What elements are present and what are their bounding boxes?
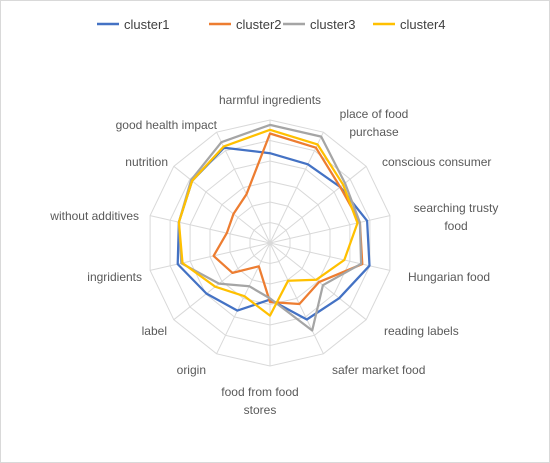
legend-label-cluster1: cluster1: [124, 17, 170, 32]
legend-label-cluster2: cluster2: [236, 17, 282, 32]
legend: cluster1 cluster2 cluster3 cluster4: [97, 17, 446, 32]
grid-spoke: [216, 242, 271, 355]
category-label: Hungarian food: [408, 270, 490, 284]
category-labels: harmful ingredients place of food purchase…: [49, 93, 498, 417]
series-group: [176, 123, 371, 332]
category-label: conscious consumer: [382, 155, 491, 169]
category-label: good health impact: [116, 118, 218, 132]
grid-spoke: [269, 242, 367, 321]
series-line-cluster2: [212, 132, 364, 306]
category-label: nutrition: [125, 155, 168, 169]
grid-spoke: [173, 242, 271, 321]
grid-spoke: [269, 242, 324, 355]
legend-label-cluster4: cluster4: [400, 17, 446, 32]
category-label: ingridients: [87, 270, 142, 284]
grid-spoke: [269, 165, 367, 244]
category-label: without additives: [49, 209, 139, 223]
radar-spokes: [149, 120, 391, 366]
grid-spoke: [269, 215, 391, 244]
grid-spoke: [149, 242, 271, 271]
category-label: searching trusty food: [414, 201, 499, 233]
grid-spoke: [173, 165, 271, 244]
category-label: reading labels: [384, 324, 459, 338]
grid-spoke: [269, 131, 324, 244]
category-label: label: [142, 324, 167, 338]
category-label: harmful ingredients: [219, 93, 321, 107]
category-label: safer market food: [332, 363, 425, 377]
category-label: food from food stores: [221, 385, 298, 417]
grid-spoke: [216, 131, 271, 244]
category-label: origin: [177, 363, 206, 377]
category-label: place of food purchase: [340, 107, 409, 139]
legend-label-cluster3: cluster3: [310, 17, 356, 32]
grid-spoke: [149, 215, 271, 244]
series-line-cluster4: [177, 128, 359, 317]
